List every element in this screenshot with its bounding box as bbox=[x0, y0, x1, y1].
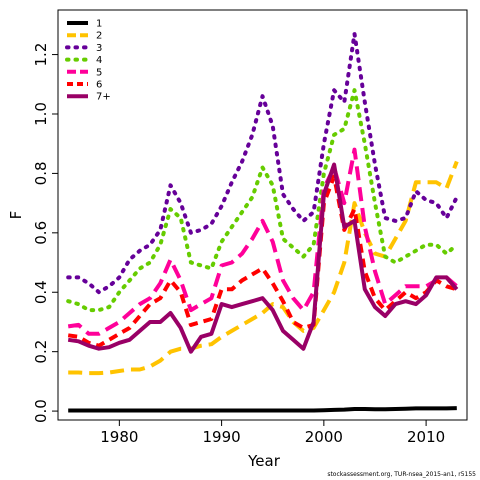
y-tick-label: 0.2 bbox=[32, 340, 50, 364]
series-line-3 bbox=[66, 31, 459, 295]
legend-label: 5 bbox=[96, 67, 102, 78]
y-tick-label: 0.6 bbox=[32, 221, 50, 245]
x-tick-label: 2000 bbox=[305, 428, 343, 446]
y-tick-label: 1.2 bbox=[32, 43, 50, 67]
y-tick-label: 1.0 bbox=[32, 102, 50, 126]
legend-label: 2 bbox=[96, 31, 102, 42]
plot-frame bbox=[57, 9, 468, 421]
legend-label: 6 bbox=[96, 80, 102, 91]
series-line-5 bbox=[67, 147, 459, 336]
y-tick-label: 0.4 bbox=[32, 280, 50, 304]
series-line-2 bbox=[68, 160, 459, 376]
x-tick-label: 1990 bbox=[203, 428, 241, 446]
x-tick-label: 2010 bbox=[407, 428, 445, 446]
legend-label: 1 bbox=[96, 19, 102, 30]
series-line-6 bbox=[67, 174, 458, 348]
y-tick-label: 0.8 bbox=[32, 161, 50, 185]
series-layer bbox=[66, 31, 459, 413]
legend-label: 4 bbox=[96, 55, 102, 66]
legend-label: 3 bbox=[96, 43, 102, 54]
y-tick-label: 0.0 bbox=[32, 399, 50, 423]
legend-label: 7+ bbox=[96, 92, 111, 103]
y-axis: 0.0 0.2 0.4 0.6 0.8 1.0 1.2 bbox=[32, 43, 58, 423]
x-axis: 1980 1990 2000 2010 bbox=[100, 420, 445, 446]
y-axis-title: F bbox=[7, 211, 25, 220]
x-tick-label: 1980 bbox=[100, 428, 138, 446]
series-line-4 bbox=[66, 88, 459, 313]
series-line-1 bbox=[68, 406, 457, 413]
series-line-7 bbox=[67, 162, 459, 354]
x-axis-title: Year bbox=[247, 452, 281, 470]
credit-text: stockassessment.org, TUR-nsea_2015-an1, … bbox=[327, 471, 476, 478]
